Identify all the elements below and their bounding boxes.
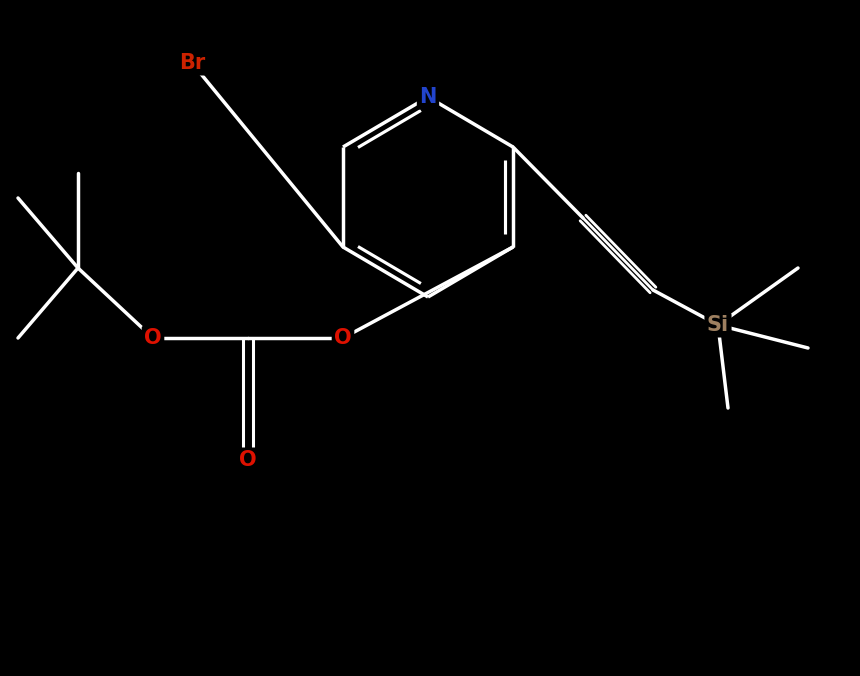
Text: N: N <box>420 87 437 107</box>
Text: Si: Si <box>707 315 729 335</box>
Text: O: O <box>335 328 352 348</box>
Text: Br: Br <box>179 53 206 73</box>
Text: O: O <box>144 328 162 348</box>
Text: O: O <box>239 450 257 470</box>
